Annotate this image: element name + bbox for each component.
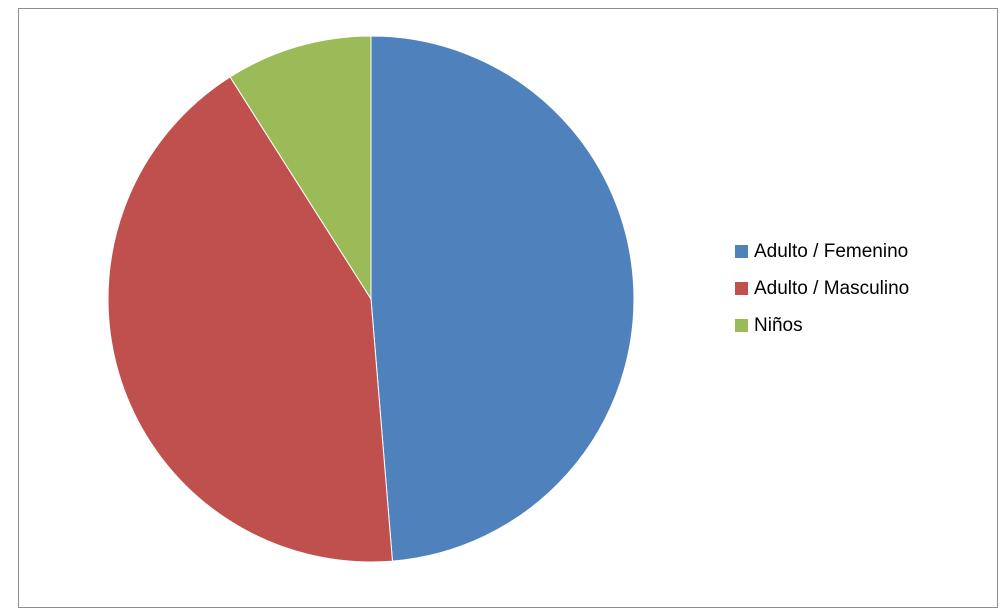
legend: Adulto / Femenino Adulto / Masculino Niñ…: [735, 233, 909, 344]
pie-slice-0: [370, 35, 635, 562]
pie-slice-1: [107, 76, 393, 563]
legend-label: Niños: [754, 314, 803, 336]
legend-item-adulto-femenino: Adulto / Femenino: [735, 233, 909, 270]
legend-item-adulto-masculino: Adulto / Masculino: [735, 270, 909, 307]
legend-item-ninos: Niños: [735, 307, 909, 344]
legend-label: Adulto / Masculino: [754, 277, 910, 299]
legend-swatch: [735, 282, 748, 295]
legend-swatch: [735, 319, 748, 332]
pie-chart: [107, 35, 635, 563]
pie-slice-2: [229, 35, 372, 301]
legend-swatch: [735, 245, 748, 258]
legend-label: Adulto / Femenino: [754, 240, 909, 262]
